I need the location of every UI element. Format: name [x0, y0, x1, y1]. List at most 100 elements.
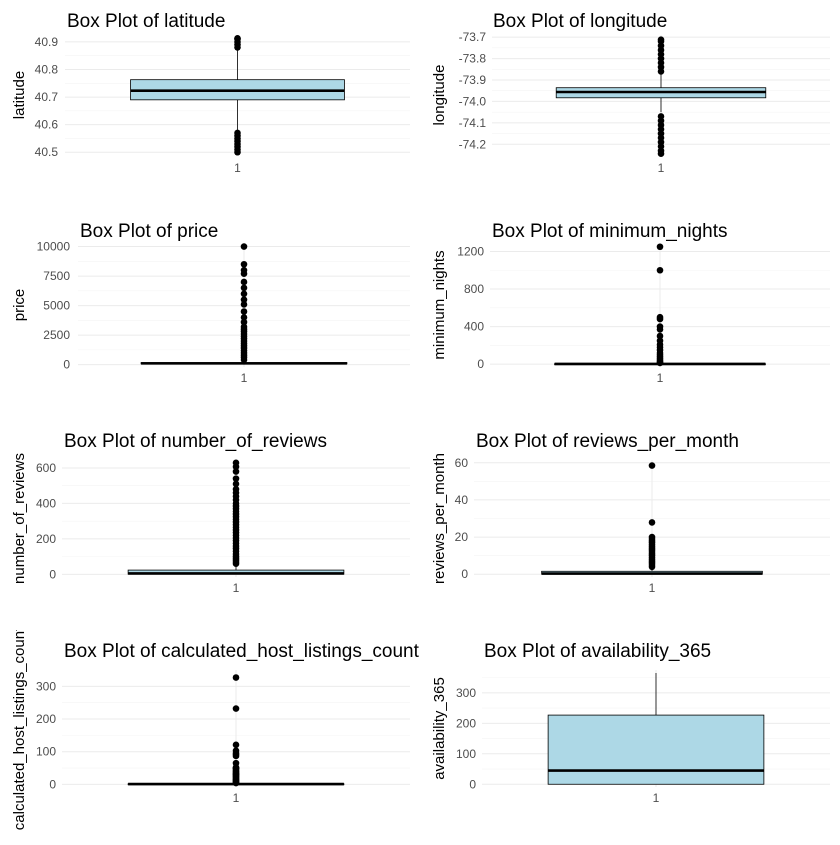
x-tick-label: 1: [233, 581, 240, 595]
y-tick-label: -74.0: [459, 94, 487, 108]
outlier-point: [240, 301, 248, 308]
y-tick-label: 40.8: [35, 62, 59, 76]
box-plot-svg: 0 100 200 300 Box Plot of calculated_host_li…: [11, 626, 420, 830]
box-plot-panel: 0 2500 5000 7500 10000 Box Plot of price price…: [0, 210, 420, 420]
y-tick-label: 100: [36, 745, 56, 759]
y-tick-label: 1200: [457, 244, 484, 258]
outlier-point: [657, 113, 665, 120]
outlier-point: [240, 266, 248, 274]
outlier-point: [234, 35, 241, 42]
y-tick-label: 300: [36, 679, 56, 693]
y-tick-label: 200: [456, 716, 476, 730]
y-tick-label: -73.9: [459, 73, 487, 87]
y-tick-label: -73.8: [459, 52, 487, 66]
box-plot-panel: 0 20 40 60 Box Plot of reviews_per_month revi…: [420, 420, 840, 630]
y-axis-label: longitude: [431, 65, 448, 126]
y-tick-label: 0: [49, 777, 56, 791]
outlier-point: [656, 313, 664, 321]
outlier-point: [232, 741, 240, 749]
box-plot-svg: 40.5 40.6 40.7 40.8 40.9 Box Plot of latitude…: [11, 11, 410, 175]
y-tick-label: 40.7: [35, 90, 59, 104]
x-tick-label: 1: [649, 581, 656, 595]
outlier-point: [240, 260, 248, 268]
outlier-point: [232, 747, 240, 755]
outlier-point: [656, 266, 664, 274]
box-plot-svg: -74.2 -74.1 -74.0 -73.9 -73.8 -73.7 Box Plot o…: [431, 11, 830, 175]
y-tick-label: 0: [477, 357, 484, 371]
outlier-point: [240, 323, 248, 331]
chart-title: Box Plot of price: [80, 221, 218, 242]
y-tick-label: 0: [63, 358, 70, 372]
y-axis-label: latitude: [11, 71, 28, 119]
x-tick-label: 1: [234, 161, 241, 175]
outlier-point: [240, 278, 248, 286]
outlier-point: [240, 243, 248, 250]
y-tick-label: 0: [49, 567, 56, 581]
outlier-point: [656, 332, 664, 340]
outlier-point: [232, 468, 240, 475]
y-tick-label: 7500: [43, 269, 70, 283]
outlier-point: [232, 475, 240, 482]
x-tick-label: 1: [241, 371, 248, 385]
y-tick-label: 200: [36, 532, 56, 546]
box-plot-panel: 0 100 200 300 Box Plot of calculated_host_li…: [0, 626, 420, 840]
outlier-point: [240, 284, 248, 292]
y-tick-label: 400: [36, 496, 56, 510]
outlier-point: [232, 485, 240, 493]
outlier-point: [656, 337, 664, 344]
outlier-point: [232, 480, 240, 488]
y-tick-label: 0: [461, 567, 468, 581]
chart-title: Box Plot of calculated_host_listings_cou…: [64, 641, 420, 662]
y-tick-label: 2500: [43, 328, 70, 342]
outlier-point: [648, 519, 656, 526]
x-tick-label: 1: [233, 791, 240, 805]
box-plot-svg: 0 200 400 600 Box Plot of number_of_reviewsn…: [11, 431, 410, 595]
y-axis-label: minimum_nights: [431, 250, 448, 359]
box-plot-svg: 0 100 200 300 Box Plot of availability_365av…: [431, 641, 830, 805]
box-plot-panel: 0 100 200 300 Box Plot of availability_365 av…: [420, 630, 840, 840]
box-plot-panel: 0 400 800 1200 Box Plot of minimum_nights min…: [420, 210, 840, 420]
box-plot-panel: 0 200 400 600 Box Plot of number_of_reviews n…: [0, 420, 420, 630]
x-tick-label: 1: [658, 161, 665, 175]
chart-title: Box Plot of longitude: [493, 11, 667, 32]
box-plot-svg: 0 20 40 60 Box Plot of reviews_per_monthrevi…: [431, 431, 830, 595]
y-axis-label: calculated_host_listings_count: [11, 630, 28, 830]
x-tick-label: 1: [653, 791, 660, 805]
outlier-point: [656, 323, 664, 330]
outlier-point: [240, 318, 248, 326]
y-tick-label: 40.6: [35, 118, 59, 132]
outlier-point: [648, 462, 656, 469]
outlier-point: [240, 314, 248, 321]
y-tick-label: -74.1: [459, 116, 487, 130]
y-tick-label: 10000: [37, 240, 71, 254]
outlier-point: [240, 296, 248, 303]
y-axis-label: price: [11, 289, 28, 322]
box-plot-svg: 0 2500 5000 7500 10000 Box Plot of price price…: [11, 221, 410, 385]
box-plot-panel: 40.5 40.6 40.7 40.8 40.9 Box Plot of latitude…: [0, 0, 420, 210]
chart-title: Box Plot of minimum_nights: [492, 221, 728, 242]
box-plot-svg: 0 400 800 1200 Box Plot of minimum_nightsmin…: [431, 221, 830, 385]
y-tick-label: 5000: [43, 299, 70, 313]
outlier-point: [232, 759, 240, 767]
y-tick-label: 400: [464, 320, 484, 334]
y-tick-label: 100: [456, 747, 476, 761]
outlier-point: [240, 290, 248, 298]
outlier-point: [657, 36, 665, 44]
iqr-box: [547, 714, 765, 785]
y-tick-label: 40.5: [35, 145, 59, 159]
y-tick-label: 0: [469, 777, 476, 791]
y-axis-label: reviews_per_month: [431, 453, 448, 584]
outlier-point: [234, 129, 241, 137]
y-tick-label: -74.2: [459, 137, 487, 151]
outlier-point: [656, 243, 664, 251]
y-tick-label: 60: [455, 456, 469, 470]
outlier-point: [648, 533, 656, 541]
y-tick-label: 600: [36, 461, 56, 475]
chart-title: Box Plot of availability_365: [484, 641, 711, 662]
y-tick-label: 40.9: [35, 35, 59, 49]
y-tick-label: 200: [36, 712, 56, 726]
y-tick-label: -73.7: [459, 30, 487, 44]
chart-title: Box Plot of reviews_per_month: [476, 431, 739, 452]
y-axis-label: availability_365: [431, 677, 448, 780]
